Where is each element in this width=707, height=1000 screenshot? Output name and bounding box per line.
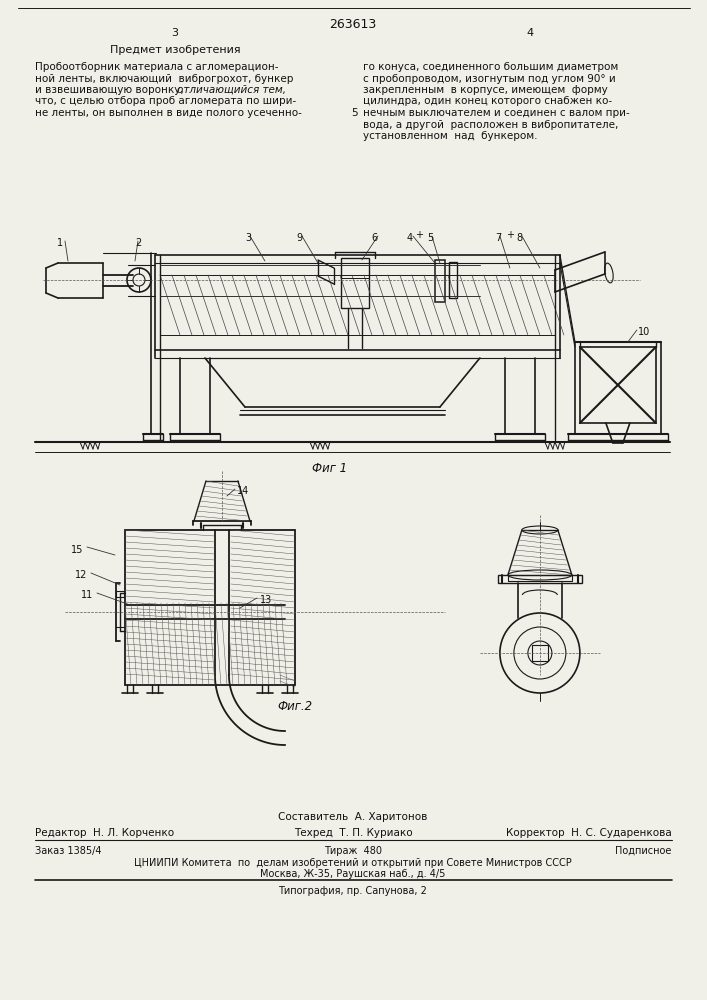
- Bar: [435, 260, 445, 302]
- Text: и взвешивающую воронку,: и взвешивающую воронку,: [35, 85, 187, 95]
- Bar: [508, 575, 572, 581]
- Bar: [125, 530, 295, 685]
- Text: что, с целью отбора проб агломерата по шири-: что, с целью отбора проб агломерата по ш…: [35, 97, 296, 106]
- Text: 12: 12: [75, 570, 87, 580]
- Text: 1: 1: [57, 238, 63, 248]
- Text: с пробопроводом, изогнутым под углом 90° и: с пробопроводом, изогнутым под углом 90°…: [363, 74, 616, 84]
- Text: 263613: 263613: [329, 18, 377, 31]
- Text: Корректор  Н. С. Сударенкова: Корректор Н. С. Сударенкова: [506, 828, 672, 838]
- Text: го конуса, соединенного большим диаметром: го конуса, соединенного большим диаметро…: [363, 62, 618, 72]
- Text: цилиндра, один конец которого снабжен ко-: цилиндра, один конец которого снабжен ко…: [363, 97, 612, 106]
- Text: Техред  Т. П. Куриако: Техред Т. П. Куриако: [293, 828, 412, 838]
- Text: 4: 4: [407, 233, 413, 243]
- Text: вода, а другой  расположен в вибропитателе,: вода, а другой расположен в вибропитател…: [363, 119, 619, 129]
- Bar: [498, 575, 582, 583]
- Text: 15: 15: [71, 545, 83, 555]
- Text: +: +: [506, 230, 514, 240]
- Text: Предмет изобретения: Предмет изобретения: [110, 45, 240, 55]
- Text: 14: 14: [237, 486, 249, 496]
- Text: не ленты, он выполнен в виде полого усеченно-: не ленты, он выполнен в виде полого усеч…: [35, 108, 302, 118]
- Text: нечным выключателем и соединен с валом при-: нечным выключателем и соединен с валом п…: [363, 108, 630, 118]
- Text: 7: 7: [495, 233, 501, 243]
- Text: отличающийся тем,: отличающийся тем,: [177, 85, 286, 95]
- Text: Москва, Ж-35, Раушская наб., д. 4/5: Москва, Ж-35, Раушская наб., д. 4/5: [260, 869, 445, 879]
- Text: 4: 4: [526, 28, 534, 38]
- Text: Составитель  А. Харитонов: Составитель А. Харитонов: [279, 812, 428, 822]
- Text: Тираж  480: Тираж 480: [324, 846, 382, 856]
- Text: Фиг.2: Фиг.2: [277, 700, 312, 713]
- Text: ной ленты, включающий  виброгрохот, бункер: ной ленты, включающий виброгрохот, бунке…: [35, 74, 293, 84]
- Text: Подписное: Подписное: [616, 846, 672, 856]
- Text: 8: 8: [517, 233, 523, 243]
- Text: 10: 10: [638, 327, 650, 337]
- Text: 13: 13: [260, 595, 272, 605]
- Text: Редактор  Н. Л. Корченко: Редактор Н. Л. Корченко: [35, 828, 174, 838]
- Text: закрепленным  в корпусе, имеющем  форму: закрепленным в корпусе, имеющем форму: [363, 85, 608, 95]
- Text: 3: 3: [245, 233, 251, 243]
- Bar: [449, 262, 457, 298]
- Text: Типография, пр. Сапунова, 2: Типография, пр. Сапунова, 2: [279, 886, 427, 896]
- Text: 11: 11: [81, 590, 93, 600]
- Text: 3: 3: [172, 28, 178, 38]
- Text: 5: 5: [427, 233, 433, 243]
- Text: Пробоотборник материала с агломерацион-: Пробоотборник материала с агломерацион-: [35, 62, 279, 72]
- Text: Фиг 1: Фиг 1: [312, 462, 348, 475]
- Text: ЦНИИПИ Комитета  по  делам изобретений и открытий при Совете Министров СССР: ЦНИИПИ Комитета по делам изобретений и о…: [134, 858, 572, 868]
- Bar: [532, 645, 548, 661]
- Text: 9: 9: [297, 233, 303, 243]
- Text: 6: 6: [372, 233, 378, 243]
- Bar: [116, 591, 124, 597]
- Bar: [341, 258, 369, 308]
- Text: Заказ 1385/4: Заказ 1385/4: [35, 846, 102, 856]
- Text: установленном  над  бункером.: установленном над бункером.: [363, 131, 537, 141]
- Text: 5: 5: [351, 108, 358, 118]
- Text: 2: 2: [135, 238, 141, 248]
- Bar: [580, 347, 656, 423]
- Text: +: +: [415, 230, 423, 240]
